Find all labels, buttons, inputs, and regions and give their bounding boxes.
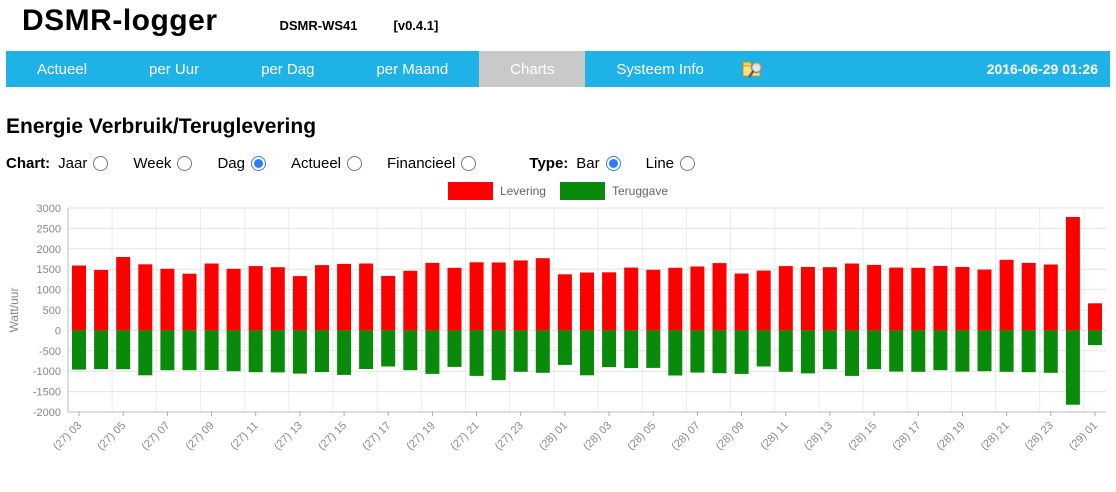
radio-label-line: Line xyxy=(645,155,674,172)
version-label: [v0.4.1] xyxy=(393,18,439,33)
svg-text:(28) 03: (28) 03 xyxy=(581,420,614,453)
svg-text:(27) 15: (27) 15 xyxy=(316,420,349,453)
svg-text:2000: 2000 xyxy=(37,244,61,256)
nav-datetime: 2016-06-29 01:26 xyxy=(986,61,1098,77)
svg-text:2500: 2500 xyxy=(37,223,61,235)
device-name: DSMR-WS41 xyxy=(279,18,358,33)
svg-text:500: 500 xyxy=(43,305,61,317)
app-header: DSMR-logger DSMR-WS41 [v0.4.1] xyxy=(6,2,1110,38)
svg-text:(28) 15: (28) 15 xyxy=(846,420,879,453)
folder-magnifier-glyph xyxy=(742,61,763,78)
svg-text:0: 0 xyxy=(55,325,61,337)
radio-input-line[interactable] xyxy=(680,156,695,171)
chart-legend: Levering Teruggave xyxy=(6,182,1110,200)
app-title: DSMR-logger xyxy=(22,4,218,37)
nav-item-per-maand[interactable]: per Maand xyxy=(376,60,449,78)
svg-text:(27) 11: (27) 11 xyxy=(228,420,261,453)
radio-label-week: Week xyxy=(133,155,172,172)
nav-item-per-uur[interactable]: per Uur xyxy=(149,60,200,78)
bar-chart: -2000 -1500 -1000 -500 0 500 1000 1500 2000 2500 3… xyxy=(7,203,1106,453)
radio-option-financieel[interactable]: Financieel xyxy=(387,155,477,172)
svg-text:-500: -500 xyxy=(39,346,61,358)
svg-text:(29) 01: (29) 01 xyxy=(1067,420,1100,453)
file-search-icon[interactable] xyxy=(735,51,773,87)
chart-group-label: Chart: xyxy=(6,155,51,172)
legend-swatch-levering xyxy=(447,182,493,200)
nav-item-systeem-info[interactable]: Systeem Info xyxy=(616,60,704,78)
svg-text:(28) 07: (28) 07 xyxy=(669,420,702,453)
nav-item-charts[interactable]: Charts xyxy=(479,51,586,87)
nav-item-actueel[interactable]: Actueel xyxy=(37,60,88,78)
radio-option-jaar[interactable]: Jaar xyxy=(58,155,109,172)
svg-text:(28) 09: (28) 09 xyxy=(714,420,747,453)
svg-text:(28) 11: (28) 11 xyxy=(758,420,791,453)
main-nav: Actueel per Uur per Dag per Maand Charts… xyxy=(6,51,1110,87)
radio-option-line[interactable]: Line xyxy=(646,155,695,172)
radio-label-jaar: Jaar xyxy=(58,155,88,172)
svg-text:(27) 09: (27) 09 xyxy=(184,420,217,453)
radio-input-jaar[interactable] xyxy=(93,156,109,171)
radio-input-dag[interactable] xyxy=(250,156,266,171)
svg-text:(27) 03: (27) 03 xyxy=(51,420,84,453)
svg-text:(28) 19: (28) 19 xyxy=(934,420,967,453)
svg-text:(28) 23: (28) 23 xyxy=(1023,420,1056,453)
svg-text:(27) 19: (27) 19 xyxy=(404,420,437,453)
nav-item-per-dag[interactable]: per Dag xyxy=(261,60,315,78)
type-group-label: Type: xyxy=(529,155,569,172)
chart-controls: Chart: Jaar Week Dag Actueel Financieel … xyxy=(6,155,1110,172)
radio-option-dag[interactable]: Dag xyxy=(217,155,266,172)
radio-label-financieel: Financieel xyxy=(387,155,456,172)
radio-option-actueel[interactable]: Actueel xyxy=(290,155,363,172)
svg-text:1500: 1500 xyxy=(37,264,61,276)
svg-text:(27) 05: (27) 05 xyxy=(95,420,128,453)
legend-entry-teruggave: Teruggave xyxy=(559,182,669,200)
page-title: Energie Verbruik/Teruglevering xyxy=(6,115,317,138)
radio-input-week[interactable] xyxy=(177,156,193,171)
svg-text:-1000: -1000 xyxy=(33,366,61,378)
chart-container: Levering Teruggave -2000 -1500 -1000 -500 0 5… xyxy=(6,182,1110,469)
radio-input-actueel[interactable] xyxy=(347,156,363,171)
legend-label-teruggave: Teruggave xyxy=(611,184,669,198)
svg-text:(28) 05: (28) 05 xyxy=(625,420,658,453)
radio-label-bar: Bar xyxy=(576,155,600,172)
svg-text:-1500: -1500 xyxy=(33,387,61,399)
svg-text:3000: 3000 xyxy=(37,203,61,215)
legend-entry-levering: Levering xyxy=(447,182,546,200)
radio-input-financieel[interactable] xyxy=(461,156,477,171)
svg-text:(27) 13: (27) 13 xyxy=(272,420,305,453)
legend-swatch-teruggave xyxy=(559,182,605,200)
svg-text:(27) 17: (27) 17 xyxy=(360,420,393,453)
svg-text:(28) 13: (28) 13 xyxy=(802,420,835,453)
svg-text:(28) 17: (28) 17 xyxy=(890,420,923,453)
svg-text:(27) 07: (27) 07 xyxy=(139,420,172,453)
svg-text:-2000: -2000 xyxy=(33,407,61,419)
radio-label-dag: Dag xyxy=(217,155,245,172)
svg-text:(28) 01: (28) 01 xyxy=(537,420,570,453)
type-group: Type: Bar Line xyxy=(529,155,720,172)
svg-text:(28) 21: (28) 21 xyxy=(979,420,1012,453)
svg-text:(27) 23: (27) 23 xyxy=(493,420,526,453)
legend-label-levering: Levering xyxy=(499,184,546,198)
svg-text:1000: 1000 xyxy=(37,285,61,297)
svg-text:Watt/uur: Watt/uur xyxy=(7,288,21,333)
svg-text:(27) 21: (27) 21 xyxy=(449,420,482,453)
radio-label-actueel: Actueel xyxy=(290,155,342,172)
radio-option-week[interactable]: Week xyxy=(133,155,193,172)
radio-input-bar[interactable] xyxy=(605,156,621,171)
radio-option-bar[interactable]: Bar xyxy=(576,155,621,172)
